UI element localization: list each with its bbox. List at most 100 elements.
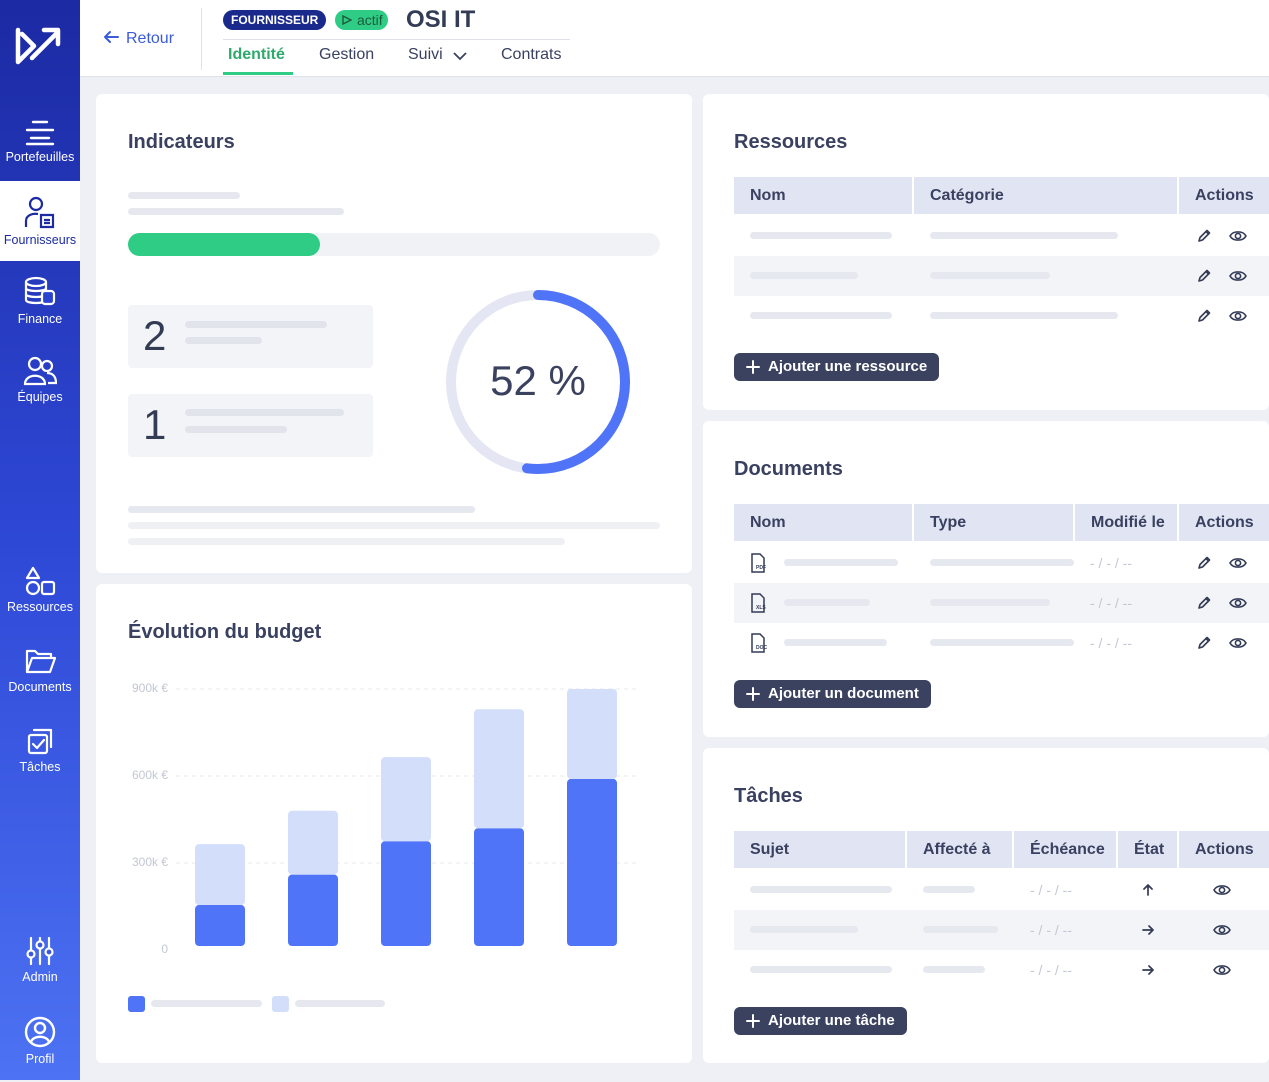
file-type: XLS [756, 605, 766, 611]
bar-segment [381, 841, 431, 946]
tab[interactable]: Suivi [408, 46, 443, 63]
nav-item[interactable]: Tâches [0, 712, 80, 792]
state-icon-glyph [1143, 926, 1153, 934]
skeleton [750, 272, 858, 279]
nav-label: Profil [25, 1052, 55, 1066]
edit-icon[interactable] [1196, 595, 1212, 611]
skeleton [784, 639, 887, 646]
edit-icon-glyph [1199, 598, 1210, 609]
table-header-cell: Nom [734, 504, 912, 541]
gauge: 52 % [446, 290, 630, 474]
plus-icon [746, 687, 760, 701]
nav-label: Portefeuilles [5, 150, 75, 164]
y-tick-label: 600k € [132, 768, 168, 782]
nav-item[interactable]: Admin [0, 922, 80, 1002]
skeleton [784, 559, 898, 566]
skeleton [151, 1000, 262, 1007]
gauge-label: 52 % [490, 357, 586, 404]
count-box [128, 394, 373, 457]
edit-icon[interactable] [1196, 228, 1212, 244]
back-link[interactable]: Retour [102, 28, 174, 48]
legend-swatch [128, 996, 145, 1012]
view-icon-glyph [1230, 599, 1246, 607]
tab[interactable]: Gestion [319, 46, 375, 63]
tab-chevron [453, 52, 467, 61]
view-icon[interactable] [1229, 636, 1247, 650]
view-icon[interactable] [1213, 963, 1231, 977]
nav-icon [24, 196, 55, 229]
nav-icon [25, 566, 56, 596]
view-icon-glyph [1230, 559, 1246, 567]
nav-label: Documents [8, 680, 72, 694]
date: - / - / -- [1090, 555, 1132, 571]
bar-segment [195, 905, 245, 946]
badge: FOURNISSEUR [223, 10, 327, 30]
count: 1 [143, 401, 167, 448]
add-button[interactable]: Ajouter une tâche [734, 1007, 907, 1035]
view-icon-glyph [1230, 232, 1246, 240]
nav-icon [26, 936, 54, 966]
view-icon[interactable] [1229, 229, 1247, 243]
view-icon-glyph [1230, 272, 1246, 280]
button-label: Ajouter un document [768, 685, 919, 702]
skeleton [923, 926, 998, 933]
nav-icon [27, 728, 53, 755]
edit-icon[interactable] [1196, 308, 1212, 324]
nav-icon [25, 649, 57, 674]
add-button[interactable]: Ajouter une ressource [734, 353, 940, 381]
view-icon[interactable] [1229, 596, 1247, 610]
view-icon-glyph [1214, 886, 1230, 894]
view-icon-glyph [1230, 639, 1246, 647]
nav-label: Fournisseurs [3, 233, 77, 247]
nav-item[interactable]: Portefeuilles [0, 102, 80, 182]
nav-item[interactable]: Équipes [0, 342, 80, 422]
date: - / - / -- [1030, 882, 1072, 898]
nav-item[interactable]: Documents [0, 632, 80, 712]
bar-segment [381, 757, 431, 842]
edit-icon[interactable] [1196, 555, 1212, 571]
table-header-cell: Type [914, 504, 1073, 541]
tab-rule [223, 39, 570, 40]
nav-icon [25, 120, 55, 146]
view-icon[interactable] [1213, 923, 1231, 937]
date: - / - / -- [1030, 922, 1072, 938]
progress-fill [128, 233, 320, 256]
bar-segment [474, 709, 524, 829]
view-icon[interactable] [1229, 269, 1247, 283]
skeleton [750, 886, 892, 893]
nav-label: Ressources [7, 600, 73, 614]
view-icon-glyph [1214, 966, 1230, 974]
bar-segment [288, 810, 338, 875]
y-tick-label: 900k € [132, 681, 168, 695]
state-icon [1141, 963, 1155, 977]
nav-item[interactable]: Profil [0, 1002, 80, 1082]
tab[interactable]: Contrats [501, 46, 562, 63]
skeleton [185, 409, 344, 416]
skeleton [750, 312, 892, 319]
tab[interactable]: Identité [228, 46, 285, 63]
file-type: DOC [756, 645, 768, 651]
tab-underline [223, 72, 293, 75]
edit-icon[interactable] [1196, 268, 1212, 284]
table-header-cell: Actions [1179, 177, 1269, 214]
state-icon [1141, 923, 1155, 937]
button-label: Ajouter une ressource [768, 358, 928, 375]
status-icon [342, 15, 352, 25]
bar-segment [567, 778, 617, 946]
skeleton [185, 321, 327, 328]
plus-icon [746, 360, 760, 374]
edit-icon-glyph [1199, 231, 1210, 242]
nav-item[interactable]: Finance [0, 262, 80, 342]
file-type: PDF [756, 565, 766, 571]
nav-item[interactable]: Fournisseurs [0, 181, 80, 261]
add-button[interactable]: Ajouter un document [734, 680, 931, 708]
sidebar: Portefeuilles Fournisseurs Finance Équip… [0, 0, 80, 1080]
nav-label: Équipes [17, 390, 63, 404]
view-icon[interactable] [1229, 309, 1247, 323]
nav-item[interactable]: Ressources [0, 552, 80, 632]
view-icon[interactable] [1213, 883, 1231, 897]
edit-icon[interactable] [1196, 635, 1212, 651]
edit-icon-glyph [1199, 558, 1210, 569]
view-icon[interactable] [1229, 556, 1247, 570]
bar-segment [288, 874, 338, 946]
